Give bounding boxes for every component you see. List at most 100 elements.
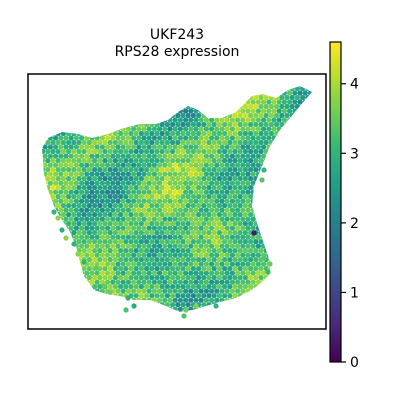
- expression-spot: [146, 279, 152, 285]
- expression-spot: [115, 234, 121, 240]
- expression-spot: [73, 234, 79, 240]
- expression-spot: [263, 94, 269, 101]
- expression-spot: [216, 158, 222, 164]
- expression-spot: [76, 221, 82, 227]
- expression-spot: [162, 207, 168, 213]
- expression-spot: [245, 162, 251, 168]
- expression-spot: [63, 235, 69, 241]
- expression-spot: [170, 176, 176, 182]
- expression-spot: [128, 212, 134, 218]
- expression-spot: [198, 207, 204, 213]
- expression-spot: [125, 234, 131, 240]
- expression-spot: [185, 302, 191, 308]
- expression-spot: [203, 261, 209, 267]
- expression-spot: [183, 270, 189, 276]
- expression-spot: [154, 139, 160, 146]
- expression-spot: [110, 171, 116, 177]
- expression-spot: [133, 148, 139, 155]
- expression-spot: [146, 234, 152, 240]
- expression-spot: [258, 112, 264, 119]
- expression-spot: [118, 221, 124, 227]
- expression-spot: [133, 266, 139, 272]
- expression-spot: [81, 203, 87, 209]
- expression-spot: [219, 279, 225, 285]
- expression-spot: [149, 293, 155, 299]
- expression-spot: [141, 144, 147, 150]
- expression-spot: [209, 270, 215, 276]
- expression-spot: [157, 252, 163, 258]
- expression-spot: [177, 171, 183, 177]
- expression-spot: [193, 234, 199, 240]
- expression-spot: [203, 153, 209, 159]
- expression-spot: [84, 207, 90, 213]
- expression-spot: [110, 225, 116, 231]
- expression-spot: [118, 176, 124, 182]
- expression-spot: [149, 167, 155, 173]
- expression-spot: [107, 230, 113, 236]
- expression-spot: [118, 194, 124, 200]
- expression-spot: [66, 139, 72, 146]
- expression-spot: [164, 148, 170, 155]
- expression-spot: [58, 198, 64, 204]
- expression-spot: [81, 185, 87, 191]
- expression-spot: [175, 130, 181, 137]
- expression-spot: [154, 239, 160, 245]
- expression-spot: [209, 198, 215, 204]
- expression-spot: [245, 189, 251, 195]
- expression-spot: [190, 139, 196, 146]
- expression-spot: [144, 130, 150, 137]
- expression-spot: [159, 167, 165, 173]
- expression-spot: [284, 103, 290, 110]
- expression-spot: [89, 261, 95, 267]
- expression-spot: [71, 212, 77, 218]
- expression-spot: [170, 293, 176, 299]
- expression-spot: [115, 135, 121, 141]
- expression-spot: [154, 130, 160, 137]
- expression-spot: [149, 185, 155, 191]
- expression-spot: [201, 121, 207, 128]
- expression-spot: [167, 243, 173, 249]
- expression-spot: [76, 194, 82, 200]
- expression-spot: [105, 252, 111, 258]
- expression-spot: [214, 126, 220, 132]
- expression-spot: [248, 194, 254, 200]
- expression-spot: [250, 162, 256, 168]
- expression-spot: [102, 185, 108, 191]
- expression-spot: [183, 288, 189, 294]
- expression-spot: [167, 252, 173, 258]
- expression-spot: [250, 135, 256, 141]
- expression-spot: [99, 198, 105, 204]
- expression-spot: [211, 176, 217, 182]
- expression-spot: [180, 302, 186, 308]
- expression-spot: [229, 279, 235, 285]
- expression-spot: [144, 167, 150, 173]
- expression-spot: [131, 171, 137, 177]
- expression-spot: [79, 234, 85, 240]
- expression-spot: [99, 189, 105, 195]
- expression-spot: [245, 126, 251, 132]
- expression-spot: [253, 139, 259, 146]
- expression-spot: [141, 189, 147, 195]
- expression-spot: [175, 167, 181, 173]
- expression-spot: [219, 198, 225, 204]
- expression-spot: [248, 167, 254, 173]
- expression-spot: [232, 112, 238, 119]
- expression-spot: [237, 194, 243, 200]
- expression-spot: [60, 194, 66, 200]
- expression-spot: [229, 198, 235, 204]
- expression-spot: [94, 216, 100, 222]
- expression-spot: [235, 234, 241, 240]
- expression-spot: [177, 306, 183, 312]
- expression-spot: [180, 139, 186, 146]
- expression-spot: [133, 185, 139, 191]
- expression-spot: [222, 257, 228, 263]
- expression-spot: [235, 180, 241, 186]
- expression-spot: [209, 252, 215, 258]
- expression-spot: [99, 171, 105, 177]
- expression-spot: [193, 252, 199, 258]
- expression-spot: [157, 270, 163, 276]
- expression-spot: [224, 126, 230, 132]
- expression-spot: [214, 288, 220, 294]
- expression-spot: [185, 221, 191, 227]
- expression-spot: [102, 167, 108, 173]
